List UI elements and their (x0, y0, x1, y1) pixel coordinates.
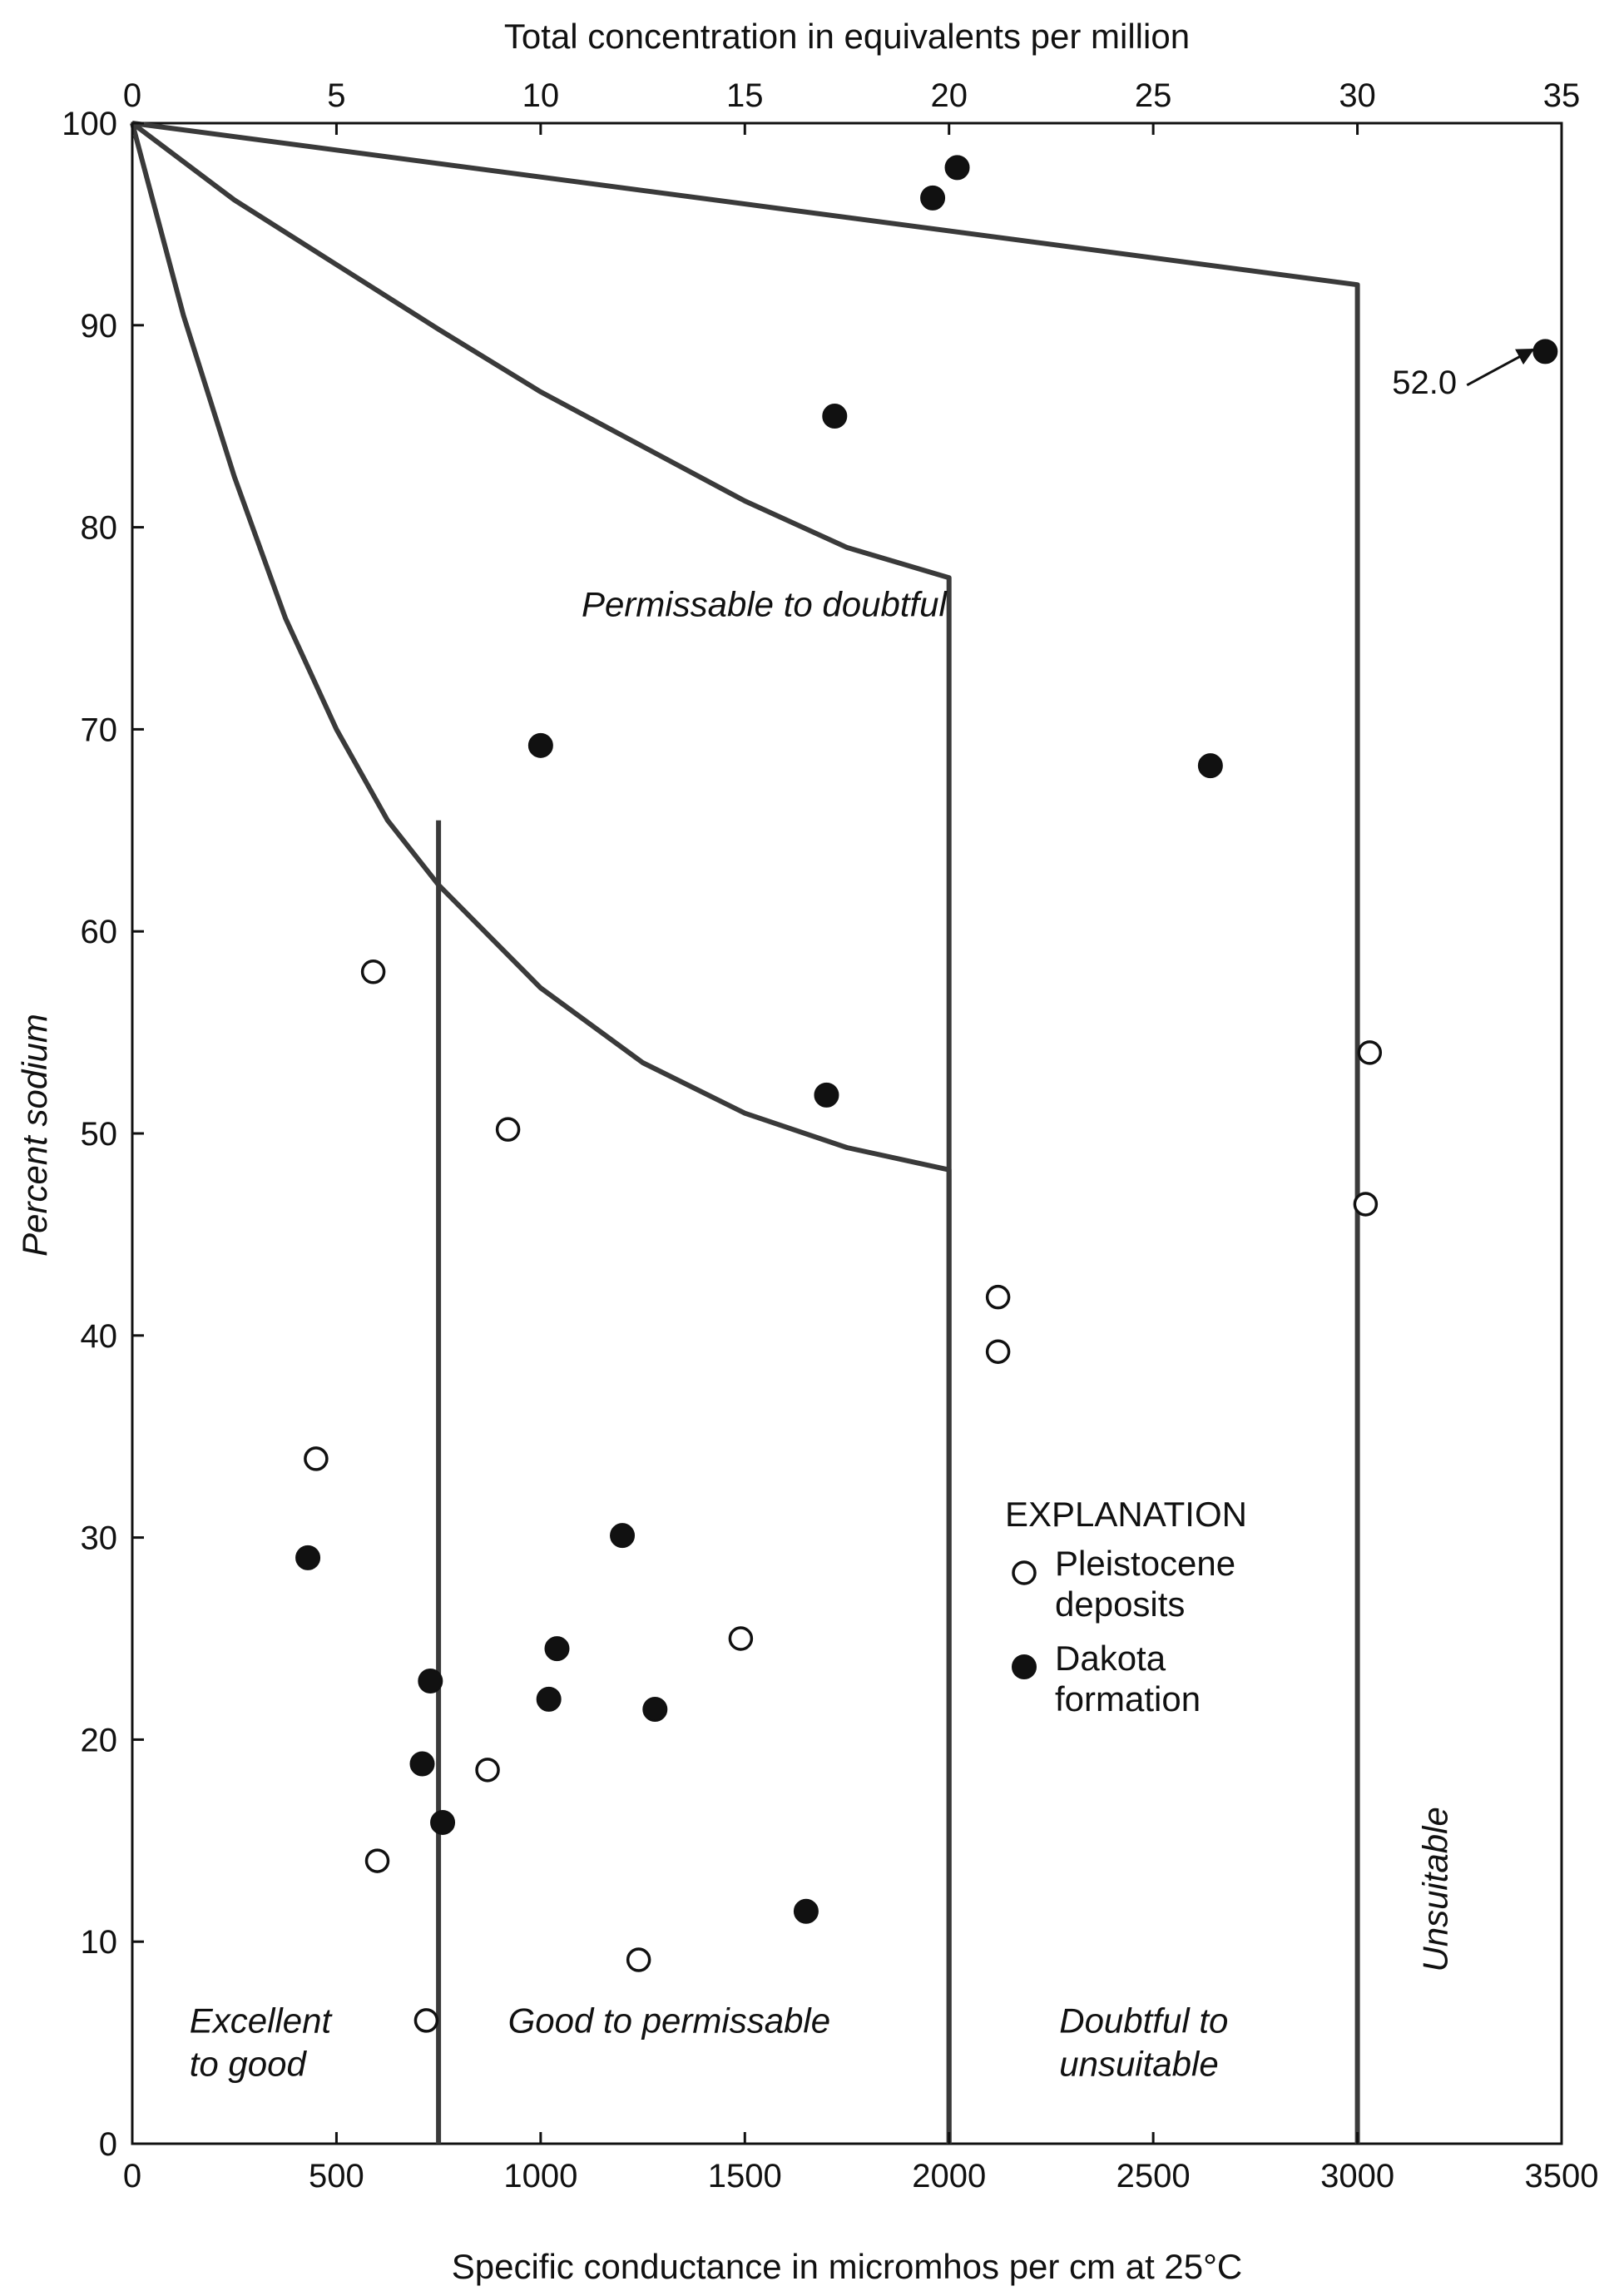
region-label-line: Good to permissable (508, 2001, 831, 2040)
point-pleistocene (985, 1339, 1011, 1364)
point-dakota (793, 1898, 819, 1924)
point-pleistocene (413, 2008, 439, 2033)
y-tick-label: 0 (99, 2126, 117, 2163)
y-tick-label: 40 (81, 1318, 118, 1355)
x-tick-label: 1000 (503, 2158, 577, 2194)
point-pleistocene (1353, 1192, 1379, 1217)
legend-title: EXPLANATION (1005, 1495, 1247, 1534)
legend-label-pleistocene-line2: deposits (1055, 1584, 1185, 1624)
top-tick-label: 25 (1135, 77, 1172, 114)
legend-label-dakota-line1: Dakota (1055, 1639, 1166, 1678)
legend-marker-filled (1012, 1654, 1037, 1679)
x-tick-label: 0 (123, 2158, 141, 2194)
x-tick-label: 2000 (912, 2158, 986, 2194)
y-tick-label: 20 (81, 1722, 118, 1758)
y-tick-label: 100 (62, 106, 117, 142)
classification-boundaries (130, 121, 1360, 2144)
region-label-line: to good (190, 2044, 308, 2083)
top-tick-label: 20 (930, 77, 968, 114)
boundary-line-2 (130, 122, 952, 2144)
annotations: 52.0 (1392, 348, 1535, 401)
top-tick-label: 15 (726, 77, 764, 114)
point-pleistocene (360, 960, 386, 984)
region-label-2: Good to permissable (508, 2001, 831, 2040)
point-dakota (536, 1686, 562, 1712)
x-tick-label: 500 (309, 2158, 364, 2194)
point-dakota (527, 732, 553, 758)
point-dakota (920, 185, 946, 211)
region-label-line: Unsuitable (1416, 1807, 1455, 1971)
point-pleistocene (475, 1758, 500, 1783)
point-pleistocene (304, 1446, 329, 1471)
plot-frame (131, 121, 1563, 2145)
point-dakota (544, 1636, 570, 1662)
point-dakota (944, 155, 970, 181)
region-label-line: Permissable to doubtful (582, 584, 948, 623)
region-label-line: Excellent (190, 2001, 334, 2040)
region-label-3: Doubtful to unsuitable (1059, 2001, 1228, 2083)
y-tick-label: 10 (81, 1924, 118, 1961)
annotation-arrow (1466, 348, 1535, 387)
legend-label-pleistocene-line1: Pleistocene (1055, 1544, 1235, 1583)
y-tick-label: 30 (81, 1520, 118, 1557)
point-dakota (409, 1751, 435, 1777)
y-axis-title: Percent sodium (15, 1014, 54, 1257)
point-dakota (610, 1523, 636, 1549)
point-pleistocene (1357, 1040, 1383, 1065)
boundary-line-1 (131, 121, 952, 2144)
legend-label-dakota-line2: formation (1055, 1679, 1201, 1718)
point-dakota (822, 404, 848, 429)
axis-ticks (131, 121, 1563, 2145)
region-label-line: Doubtful to (1059, 2001, 1228, 2040)
data-points (295, 155, 1558, 2033)
legend-marker-open (1012, 1560, 1037, 1585)
top-tick-label: 0 (123, 77, 141, 114)
legend: EXPLANATION Pleistocene deposits Dakota … (1005, 1495, 1247, 1718)
top-tick-label: 10 (522, 77, 560, 114)
x-axis-title: Specific conductance in micromhos per cm… (452, 2247, 1243, 2286)
annotation-label: 52.0 (1392, 364, 1457, 401)
x-tick-label: 3500 (1525, 2158, 1599, 2194)
boundary-line-0 (131, 121, 1360, 2144)
point-dakota (295, 1545, 321, 1570)
y-tick-label: 60 (81, 914, 118, 950)
x-tick-label: 2500 (1116, 2158, 1191, 2194)
point-pleistocene (728, 1626, 754, 1651)
point-pleistocene (495, 1117, 521, 1142)
point-dakota (430, 1809, 456, 1835)
y-tick-label: 80 (81, 510, 118, 547)
region-label-1: Excellent to good (190, 2001, 334, 2083)
x-tick-label: 1500 (708, 2158, 782, 2194)
x-tick-label: 3000 (1320, 2158, 1394, 2194)
top-axis-title: Total concentration in equivalents per m… (504, 17, 1190, 56)
region-label-4: Unsuitable (1416, 1807, 1455, 1971)
region-label-line: unsuitable (1059, 2044, 1218, 2083)
point-dakota (1532, 339, 1558, 364)
top-tick-label: 5 (327, 77, 345, 114)
point-pleistocene (626, 1947, 651, 1972)
point-dakota (814, 1082, 839, 1108)
top-tick-label: 35 (1543, 77, 1581, 114)
point-pleistocene (364, 1848, 390, 1873)
region-labels: Permissable to doubtful Excellent to good G… (190, 584, 1455, 2083)
point-dakota (642, 1696, 668, 1722)
y-tick-label: 90 (81, 308, 118, 345)
point-pleistocene (985, 1284, 1011, 1310)
point-dakota (418, 1668, 443, 1693)
region-label-0: Permissable to doubtful (582, 584, 948, 623)
y-tick-label: 50 (81, 1116, 118, 1153)
y-tick-label: 70 (81, 712, 118, 748)
top-tick-label: 30 (1339, 77, 1376, 114)
point-dakota (1197, 753, 1223, 779)
